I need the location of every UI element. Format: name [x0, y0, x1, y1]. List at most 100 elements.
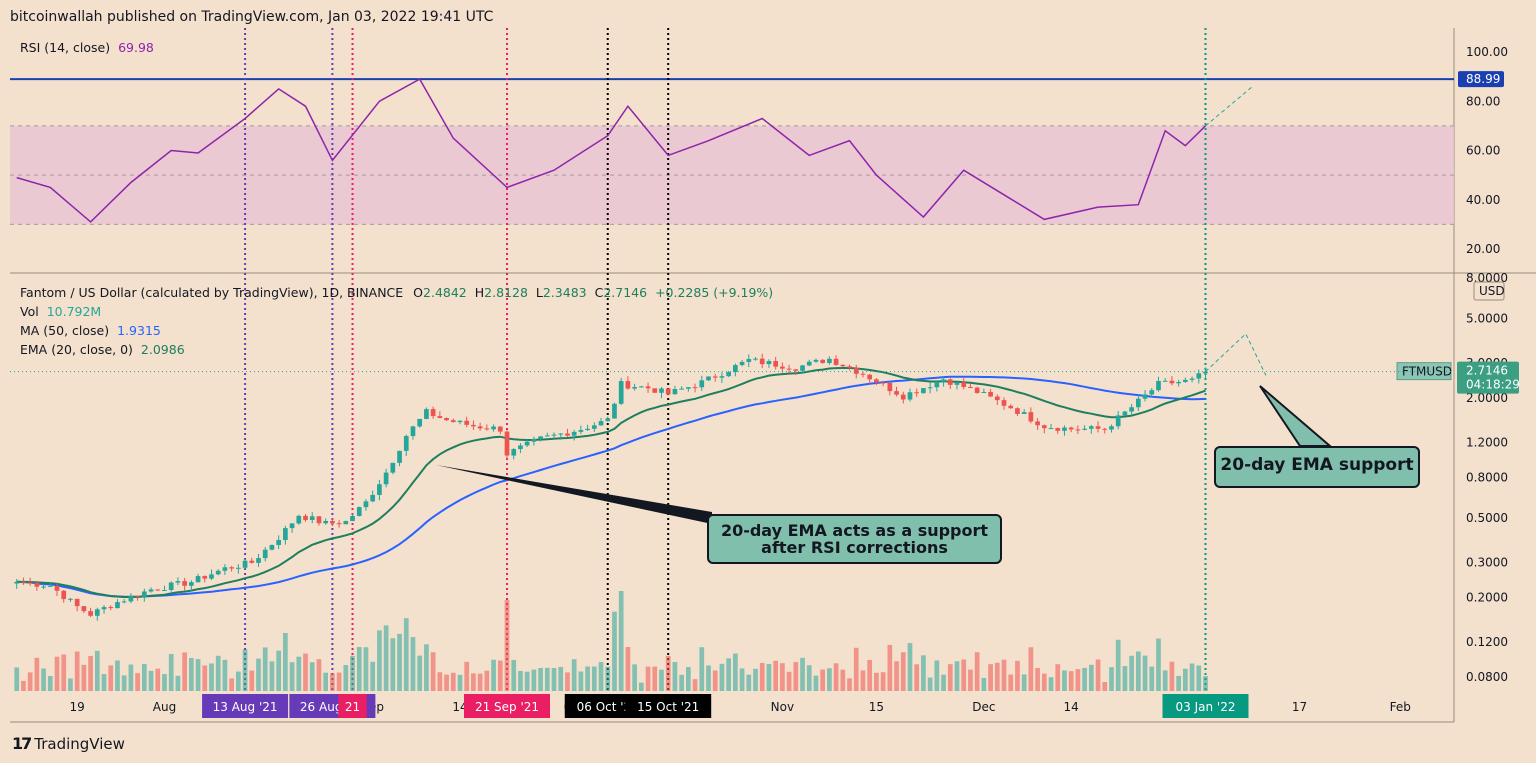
candle-body — [921, 388, 926, 394]
candle-body — [61, 590, 67, 600]
volume-bar — [1102, 682, 1108, 691]
candle-body — [638, 386, 644, 388]
candle-body — [1169, 380, 1175, 384]
candle-body — [303, 515, 308, 520]
volume-bar — [988, 664, 993, 691]
candle-body — [538, 436, 543, 439]
price-tick-label: 1.2000 — [1466, 435, 1508, 449]
volume-bar — [659, 669, 664, 691]
candle-body — [1189, 378, 1195, 380]
candle-body — [753, 358, 758, 360]
volume-bar — [424, 644, 429, 691]
candle-body — [887, 382, 893, 392]
candle-body — [88, 611, 93, 616]
price-tick-label: 5.0000 — [1466, 312, 1508, 326]
candle-body — [195, 576, 201, 583]
volume-bar — [934, 660, 940, 691]
volume-bar — [303, 653, 308, 691]
candle-body — [289, 523, 295, 529]
candle-body — [21, 581, 26, 583]
volume-bar — [840, 669, 846, 691]
ohlc-low-label: L — [535, 285, 543, 300]
candle-body — [726, 372, 731, 377]
volume-bar — [1129, 655, 1134, 691]
rsi-legend: RSI (14, close) 69.98 — [20, 40, 154, 55]
candle-body — [827, 358, 832, 363]
event-label: 15 Oct '21 — [637, 700, 699, 714]
volume-bar — [269, 661, 275, 691]
candle-body — [988, 391, 993, 397]
volume-bar — [296, 656, 302, 691]
volume-bar — [1021, 674, 1027, 691]
volume-bar — [632, 664, 637, 691]
volume-bar — [1008, 674, 1014, 691]
volume-bar — [612, 611, 617, 691]
candle-body — [558, 433, 564, 435]
candle-body — [491, 426, 496, 430]
volume-bar — [927, 677, 933, 691]
volume-bar — [464, 661, 470, 691]
candle-body — [135, 595, 140, 597]
candle-body — [840, 364, 846, 367]
candle-body — [363, 501, 369, 508]
candle-body — [612, 403, 617, 419]
candle-body — [276, 539, 282, 545]
candle-body — [115, 602, 120, 609]
candle-body — [430, 409, 436, 417]
candle-body — [343, 521, 349, 525]
candle-body — [1008, 405, 1014, 409]
event-label: 13 Aug '21 — [213, 700, 278, 714]
volume-bar — [370, 661, 376, 691]
volume-bar — [1082, 667, 1087, 691]
volume-bar — [1028, 647, 1034, 691]
ohlc-close: 2.7146 — [603, 285, 648, 300]
candle-body — [511, 449, 517, 456]
volume-bar — [827, 668, 832, 691]
volume-bar — [672, 662, 678, 691]
volume-bar — [1068, 671, 1074, 691]
candle-body — [733, 365, 738, 373]
volume-bar — [41, 668, 46, 691]
volume-bar — [34, 657, 40, 691]
volume-bar — [309, 662, 315, 691]
volume-bar — [598, 661, 604, 691]
candle-body — [598, 421, 604, 426]
event-label-box — [338, 694, 367, 718]
candle-body — [262, 549, 268, 559]
volume-bar — [74, 651, 80, 691]
rsi-marker-badge — [1458, 71, 1504, 88]
time-tick-label: Nov — [771, 700, 794, 714]
volume-bar — [336, 672, 342, 691]
volume-bar — [1075, 669, 1081, 691]
candle-body — [444, 417, 449, 421]
volume-bar — [685, 667, 691, 691]
volume-bar — [968, 669, 973, 691]
candle-body — [1095, 426, 1101, 429]
tradingview-footer[interactable]: 17 TradingView — [12, 734, 125, 753]
volume-bar — [68, 678, 73, 691]
volume-bar — [800, 657, 805, 691]
volume-bar — [565, 672, 570, 691]
volume-bar — [162, 674, 167, 691]
price-tick-label: 0.2000 — [1466, 591, 1508, 605]
volume-bar — [21, 680, 26, 691]
candle-body — [719, 376, 725, 378]
candle-body — [323, 520, 329, 524]
volume-bar — [518, 670, 523, 691]
candle-body — [833, 358, 839, 365]
candle-body — [571, 431, 577, 436]
last-price-label: 2.7146 — [1466, 364, 1508, 378]
volume-bar — [316, 659, 322, 691]
candle-body — [68, 598, 73, 600]
candle-body — [645, 386, 651, 389]
volume-bar — [437, 672, 443, 691]
volume-bar — [108, 665, 114, 691]
volume-bar — [974, 652, 980, 691]
tradingview-logo-icon: 17 — [12, 734, 32, 753]
candle-body — [1182, 379, 1188, 382]
candle-body — [847, 366, 852, 368]
candle-body — [914, 392, 920, 394]
candle-body — [860, 373, 866, 375]
rsi-marker-label: 88.99 — [1466, 72, 1500, 86]
